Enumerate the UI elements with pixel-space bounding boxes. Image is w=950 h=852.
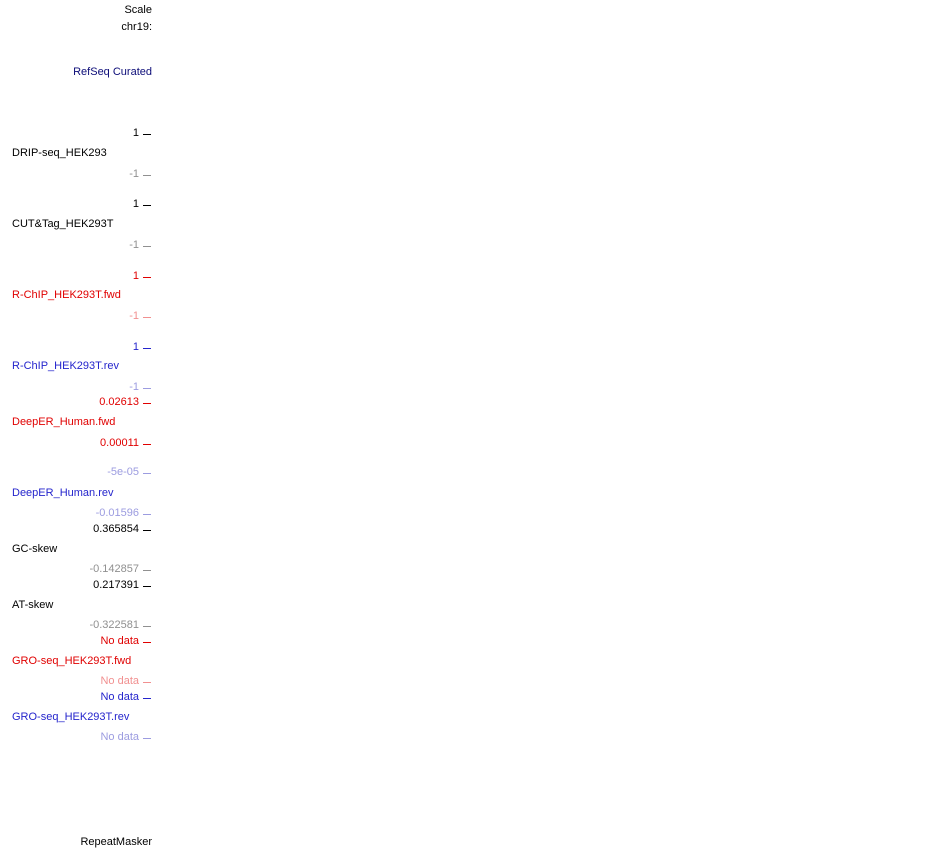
axis-lower-row: No data [0, 675, 152, 687]
track-label-cut-tag[interactable]: CUT&Tag_HEK293T [12, 218, 114, 230]
axis-tick-icon [143, 682, 151, 683]
axis-tick-icon [143, 698, 151, 699]
axis-upper-value: 0.02613 [99, 396, 139, 408]
axis-tick-icon [143, 586, 151, 587]
axis-tick-icon [143, 205, 151, 206]
track-label-text: R-ChIP_HEK293T.rev [12, 360, 119, 372]
track-label-text: GRO-seq_HEK293T.rev [12, 711, 130, 723]
axis-tick-icon [143, 134, 151, 135]
scale-label: Scale [0, 4, 152, 16]
axis-tick-icon [143, 530, 151, 531]
axis-lower-value: -1 [129, 239, 139, 251]
track-label-drip-seq[interactable]: DRIP-seq_HEK293 [12, 147, 107, 159]
axis-tick-icon [143, 348, 151, 349]
axis-lower-row: -0.01596 [0, 507, 152, 519]
axis-upper-value: No data [100, 635, 139, 647]
axis-tick-icon [143, 175, 151, 176]
axis-upper-value: No data [100, 691, 139, 703]
track-label-text: AT-skew [12, 599, 54, 611]
track-label-text: DRIP-seq_HEK293 [12, 147, 107, 159]
axis-tick-icon [143, 277, 151, 278]
axis-upper-row: No data [0, 691, 152, 703]
axis-upper-value: 1 [132, 198, 139, 210]
position-label-text: chr19: [121, 21, 152, 33]
axis-lower-value: -0.01596 [95, 507, 139, 519]
axis-upper-value: 1 [132, 341, 139, 353]
axis-upper-row: 1 [0, 198, 152, 210]
axis-lower-value: -1 [129, 168, 139, 180]
scale-label-text: Scale [124, 4, 152, 16]
repeatmasker-label[interactable]: RepeatMasker [0, 836, 152, 848]
track-label-gc-skew[interactable]: GC-skew [12, 543, 57, 555]
track-label-deeper-fwd[interactable]: DeepER_Human.fwd [12, 416, 115, 428]
axis-lower-value: -0.142857 [89, 563, 139, 575]
position-label: chr19: [0, 21, 152, 33]
axis-upper-row: 1 [0, 270, 152, 282]
axis-upper-value: 1 [132, 270, 139, 282]
refseq-curated-label[interactable]: RefSeq Curated [0, 66, 152, 78]
axis-lower-row: 0.00011 [0, 437, 152, 449]
axis-lower-row: -0.322581 [0, 619, 152, 631]
track-label-text: GC-skew [12, 543, 58, 555]
axis-tick-icon [143, 317, 151, 318]
axis-upper-value: 0.217391 [93, 579, 139, 591]
axis-lower-value: No data [100, 675, 139, 687]
axis-lower-value: 0.00011 [100, 437, 139, 449]
track-label-at-skew[interactable]: AT-skew [12, 599, 53, 611]
track-label-text: CUT&Tag_HEK293T [12, 218, 114, 230]
axis-tick-icon [143, 738, 151, 739]
axis-upper-row: -5e-05 [0, 466, 152, 478]
axis-upper-row: 0.02613 [0, 396, 152, 408]
axis-lower-row: -1 [0, 239, 152, 251]
axis-upper-value: 1 [132, 127, 139, 139]
axis-lower-row: No data [0, 731, 152, 743]
axis-lower-value: No data [100, 731, 139, 743]
track-label-rchip-rev[interactable]: R-ChIP_HEK293T.rev [12, 360, 119, 372]
axis-tick-icon [143, 514, 151, 515]
axis-upper-row: 0.217391 [0, 579, 152, 591]
track-label-rchip-fwd[interactable]: R-ChIP_HEK293T.fwd [12, 289, 121, 301]
repeatmasker-label-text: RepeatMasker [80, 836, 152, 848]
axis-lower-row: -1 [0, 381, 152, 393]
axis-lower-value: -1 [129, 381, 139, 393]
axis-upper-row: 1 [0, 341, 152, 353]
track-label-text: GRO-seq_HEK293T.fwd [12, 655, 132, 667]
track-label-gro-seq-fwd[interactable]: GRO-seq_HEK293T.fwd [12, 655, 131, 667]
axis-tick-icon [143, 403, 151, 404]
axis-lower-value: -0.322581 [89, 619, 139, 631]
axis-upper-row: No data [0, 635, 152, 647]
axis-upper-row: 0.365854 [0, 523, 152, 535]
axis-upper-value: -5e-05 [107, 466, 139, 478]
axis-tick-icon [143, 642, 151, 643]
axis-lower-row: -1 [0, 310, 152, 322]
track-label-text: DeepER_Human.fwd [12, 416, 116, 428]
track-label-text: DeepER_Human.rev [12, 487, 114, 499]
axis-upper-value: 0.365854 [93, 523, 139, 535]
axis-tick-icon [143, 473, 151, 474]
track-label-text: R-ChIP_HEK293T.fwd [12, 289, 121, 301]
refseq-curated-label-text: RefSeq Curated [73, 66, 152, 78]
axis-tick-icon [143, 444, 151, 445]
axis-tick-icon [143, 246, 151, 247]
axis-upper-row: 1 [0, 127, 152, 139]
track-data-area [152, 0, 950, 852]
axis-tick-icon [143, 626, 151, 627]
axis-tick-icon [143, 570, 151, 571]
axis-tick-icon [143, 388, 151, 389]
axis-lower-row: -1 [0, 168, 152, 180]
axis-lower-row: -0.142857 [0, 563, 152, 575]
track-label-deeper-rev[interactable]: DeepER_Human.rev [12, 487, 114, 499]
axis-lower-value: -1 [129, 310, 139, 322]
track-label-gro-seq-rev[interactable]: GRO-seq_HEK293T.rev [12, 711, 129, 723]
